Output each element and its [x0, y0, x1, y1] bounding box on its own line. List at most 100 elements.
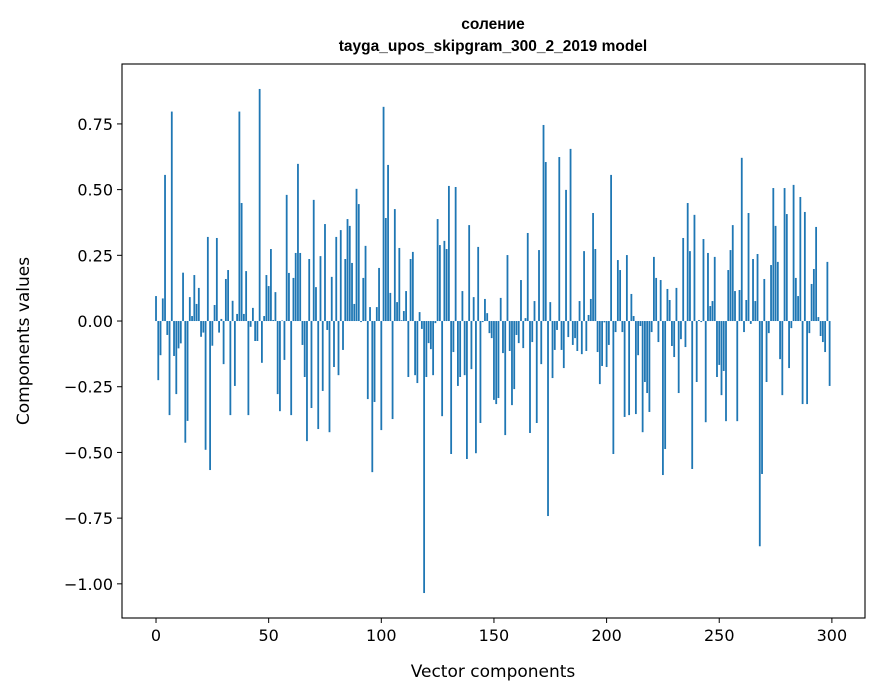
bar-43 [251, 307, 254, 322]
x-tick-label: 0 [151, 626, 161, 645]
bar-297 [824, 321, 827, 353]
bar-273 [770, 265, 772, 322]
bar-44 [254, 321, 257, 341]
y-tick-label: −1.00 [64, 575, 113, 594]
bar-88 [353, 303, 356, 322]
bar-280 [785, 214, 788, 322]
bar-60 [290, 321, 293, 416]
bar-164 [524, 318, 527, 322]
bar-237 [689, 251, 691, 322]
bar-72 [317, 321, 320, 430]
bar-28 [218, 321, 221, 333]
bar-234 [682, 237, 685, 322]
bar-112 [407, 321, 410, 378]
bar-90 [357, 204, 360, 322]
bar-248 [713, 256, 716, 322]
bar-58 [285, 194, 288, 322]
bar-191 [585, 321, 588, 351]
bar-274 [772, 188, 775, 322]
bar-23 [206, 236, 209, 322]
bar-219 [648, 321, 651, 412]
chart-title-line2: tayga_upos_skipgram_300_2_2019 model [339, 38, 647, 55]
bar-150 [493, 321, 495, 400]
bar-225 [662, 321, 664, 476]
y-axis-label: Components values [14, 257, 34, 425]
bar-199 [603, 321, 606, 323]
bar-30 [222, 321, 225, 365]
bar-21 [202, 321, 205, 333]
bar-18 [195, 303, 198, 322]
bar-260 [740, 157, 743, 322]
bar-187 [576, 321, 579, 351]
bar-122 [429, 321, 432, 350]
bar-263 [747, 213, 750, 322]
bar-10 [177, 321, 180, 349]
bar-123 [432, 321, 435, 376]
bar-34 [231, 300, 234, 322]
bar-159 [513, 321, 516, 390]
bar-76 [326, 321, 329, 330]
bar-163 [522, 321, 525, 349]
bar-31 [224, 278, 227, 322]
bar-16 [191, 316, 193, 322]
bar-57 [283, 321, 286, 360]
bar-54 [276, 321, 279, 395]
bar-125 [436, 219, 439, 322]
bar-231 [675, 287, 678, 322]
bar-276 [776, 261, 779, 322]
bar-258 [736, 321, 739, 422]
bar-233 [680, 321, 682, 340]
bar-67 [306, 321, 308, 442]
bar-22 [204, 321, 207, 450]
bar-36 [236, 313, 239, 322]
bar-253 [725, 321, 727, 422]
bar-89 [355, 188, 358, 322]
bar-182 [565, 189, 567, 322]
bar-213 [634, 321, 637, 415]
bar-86 [348, 225, 351, 322]
bar-84 [344, 259, 347, 322]
bar-247 [711, 301, 714, 322]
bar-148 [488, 321, 491, 334]
bar-120 [425, 321, 428, 378]
bar-186 [574, 321, 576, 339]
bar-139 [468, 225, 471, 322]
y-tick-label: 0.50 [77, 181, 113, 200]
bar-173 [544, 162, 547, 322]
y-tick-label: 0.00 [77, 312, 113, 331]
bar-161 [517, 321, 520, 344]
bar-85 [346, 219, 349, 322]
bar-252 [722, 321, 725, 371]
bar-183 [567, 321, 570, 338]
bar-168 [533, 301, 536, 322]
bar-146 [484, 298, 486, 322]
bar-73 [319, 256, 322, 322]
x-tick-label: 300 [817, 626, 848, 645]
bar-41 [247, 321, 250, 416]
bar-289 [806, 321, 809, 405]
bar-167 [531, 321, 534, 343]
bar-92 [362, 277, 365, 322]
chart-title-line1: соление [461, 16, 525, 33]
bar-82 [339, 230, 342, 322]
bar-204 [614, 321, 617, 333]
bar-298 [826, 261, 829, 322]
bar-53 [274, 292, 277, 322]
bar-152 [497, 321, 500, 399]
bar-11 [179, 321, 182, 344]
bar-201 [607, 321, 610, 345]
bar-97 [373, 321, 376, 402]
bar-131 [450, 321, 453, 455]
bar-77 [328, 321, 331, 433]
bar-63 [297, 163, 299, 322]
bar-190 [583, 251, 585, 322]
bar-265 [752, 259, 754, 322]
bar-109 [400, 320, 403, 322]
bar-127 [441, 321, 444, 417]
bar-257 [734, 291, 736, 322]
bar-268 [758, 321, 761, 547]
bar-141 [472, 297, 475, 322]
bar-59 [288, 272, 290, 322]
bar-281 [788, 321, 790, 369]
bar-185 [571, 321, 574, 345]
